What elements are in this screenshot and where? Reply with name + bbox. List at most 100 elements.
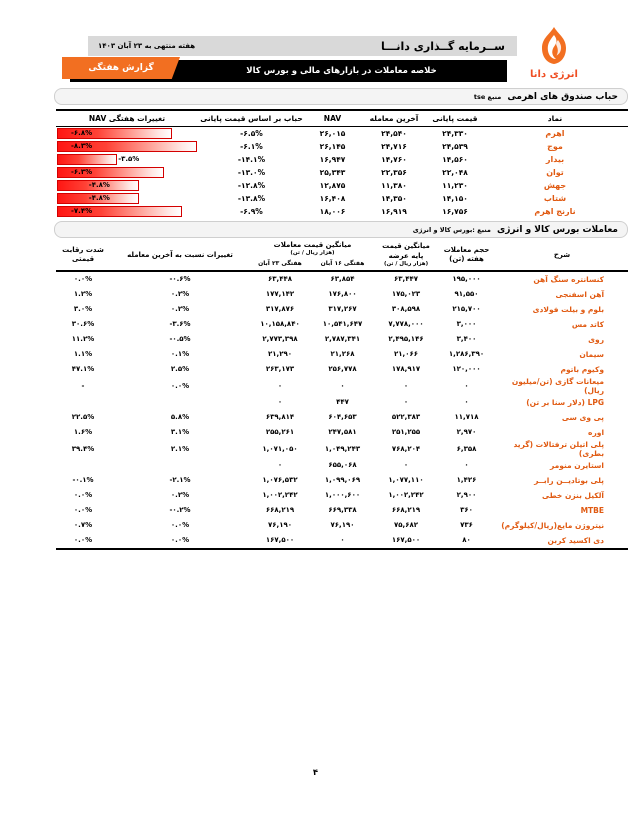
commodity-price-week16: ۲,۷۸۷,۳۴۱ [324,335,361,344]
commodity-change-vs-last: ۰.۰% [170,381,190,390]
commodity-price-week23: ۳۱۷,۸۷۶ [265,305,295,314]
nav-change-value: -۳.۵% [118,155,140,163]
commodity-change-vs-last: -۰.۵% [169,335,191,344]
commodity-change-vs-last [110,395,250,410]
commodity-price-competition: ۱.۶% [73,428,93,437]
fund-close-price: ۱۴,۱۵۰ [442,194,468,203]
commodity-change-vs-last: ۰.۲% [170,290,190,299]
commodity-price-week23: ۶۶۸,۲۱۹ [265,506,295,515]
fund-nav: ۲۵,۳۴۳ [319,168,346,177]
company-logo: انرژی دانا [515,26,593,80]
col-last-trade: آخرین معامله [360,109,428,127]
commodity-name: آلکیل بنزن خطی [542,490,605,500]
nav-change-value: -۶.۸% [71,129,93,137]
commodity-table: شرح حجم معاملات هفته (تن) میانگین قیمت پ… [56,241,629,550]
commodity-price-competition: ۰.۰% [73,275,93,284]
fund-row: شتاب ۱۴,۱۵۰ ۱۴,۳۵۰ ۱۶,۴۰۸ -۱۳.۸% -۴.۸% [56,192,628,205]
commodity-section-title: معاملات بورس کالا و انرژی [496,224,618,235]
commodity-change-vs-last: ۰.۰% [110,532,250,550]
fund-last-trade: ۱۱,۳۸۰ [381,181,407,190]
nav-change-data-bar [57,206,183,217]
fund-bubble-pct: -۱۲.۸% [237,181,266,190]
commodity-row: LPG (دلار سنا بر تن) ۰ ۰ ۴۴۷ ۰ [56,395,628,410]
commodity-price-week23: ۰ [277,381,283,390]
commodity-row: کاتد مس ۳,۰۰۰ ۷,۷۷۸,۰۰۰ ۱۰,۵۴۱,۶۴۷ ۱۰,۱۵… [56,317,628,332]
funds-table-header: نماد قیمت پایانی آخرین معامله NAV حباب ب… [56,109,628,127]
commodity-price-week16: ۶۶۹,۳۳۸ [328,506,357,515]
nav-change-value: -۸.۳% [71,142,93,150]
commodity-price-competition: ۰.۷% [73,521,93,530]
commodity-price-week16: ۶۰۴,۶۵۳ [328,413,357,422]
commodity-change-vs-last: -۲.۱% [169,476,191,485]
commodity-price-week23: ۱,۰۷۶,۵۳۲ [262,476,298,485]
commodity-row: سیمان ۱,۲۸۶,۳۹۰ ۲۱,۰۶۶ ۲۱,۲۶۸ ۲۱,۲۹۰ ۰.۱… [56,347,628,362]
fund-last-trade: ۱۴,۷۶۰ [381,155,407,164]
commodity-name: روی [588,334,605,344]
col-item: شرح [496,241,629,272]
nav-change-data-bar [57,193,139,204]
commodity-price-week23: ۲,۷۷۳,۳۹۸ [262,335,298,344]
commodity-price-competition: ۰.۰% [56,532,110,550]
commodity-table-header: شرح حجم معاملات هفته (تن) میانگین قیمت پ… [56,241,629,272]
commodity-week-volume: ۱,۴۲۶ [456,476,477,485]
col-nav-weekly-change: تغییرات هفتگی NAV [56,109,198,127]
fund-row: اهرم ۲۴,۳۳۰ ۲۴,۵۴۰ ۲۶,۰۱۵ -۶.۵% -۶.۸% [56,127,628,141]
funds-section-title: حباب صندوق های اهرمی [507,91,618,102]
fund-row: موج ۲۴,۵۳۹ ۲۴,۷۱۶ ۲۶,۱۴۵ -۶.۱% -۸.۳% [56,140,628,153]
commodity-week-volume: ۲,۹۰۰ [456,491,477,500]
commodity-change-vs-last: ۰.۰% [170,521,190,530]
commodity-week-volume: ۸۰ [437,532,497,550]
commodity-change-vs-last: ۵.۸% [170,413,190,422]
col-close-price: قیمت پایانی [428,109,482,127]
nav-change-data-bar [57,154,118,165]
company-brand: ســرمایه گــذاری دانـــا [381,39,505,53]
commodity-base-price: ۷۶۸,۲۰۴ [391,444,421,453]
fund-close-price: ۱۴,۵۶۰ [442,155,468,164]
fund-nav: ۱۲,۸۷۵ [319,181,346,190]
nav-change-bar-cell: -۴.۸% [57,180,197,191]
commodity-price-week23: ۶۳,۴۴۸ [267,275,293,284]
commodity-table-body: کنسانتره سنگ آهن ۱۹۵,۰۰۰ ۶۳,۴۴۷ ۶۳,۸۵۴ ۶… [56,271,629,550]
commodity-base-price: ۲۵۱,۲۵۵ [391,428,421,437]
nav-change-data-bar [57,180,139,191]
commodity-base-price: ۱۶۷,۵۰۰ [375,532,438,550]
fund-close-price: ۲۴,۵۳۹ [442,142,468,151]
commodity-name: LPG (دلار سنا بر تن) [526,397,605,407]
commodity-price-competition: ۱.۲% [73,290,93,299]
commodity-section-header: معاملات بورس کالا و انرژی منبع :بورس کال… [54,221,628,238]
commodity-price-competition: ۳۰.۶% [71,320,95,329]
commodity-price-week16: ۴۴۷ [336,398,349,407]
report-date: هفته منتهی به ۲۳ آبان ۱۴۰۳ [98,42,196,50]
commodity-base-price: ۲۱,۰۶۶ [394,350,419,359]
funds-section-source: منبع tse [473,92,502,101]
report-title-banner: خلاصه معاملات در بازارهای مالی و بورس کا… [70,60,507,82]
commodity-name: MTBE [580,505,605,515]
commodity-base-price: ۱,۰۷۷,۱۱۰ [388,476,424,485]
commodity-week-volume: ۱۹۵,۰۰۰ [452,275,481,284]
fund-nav: ۱۶,۴۰۸ [319,194,346,203]
commodity-week-volume: ۳,۰۰۰ [456,320,477,329]
commodity-week-volume: ۳۶۰ [460,506,473,515]
fund-nav: ۱۶,۹۴۷ [319,155,346,164]
commodity-name: بلوم و بیلت فولادی [532,304,605,314]
commodity-name: دی اکسید کربن [496,532,629,550]
commodity-price-week16: ۱,۰۴۹,۲۴۳ [324,444,361,453]
commodity-base-price: ۱,۰۰۲,۲۴۲ [388,491,424,500]
commodity-price-week16: ۱۰,۵۴۱,۶۴۷ [322,320,363,329]
commodity-base-price: ۶۳,۴۴۷ [394,275,419,284]
commodity-week-volume: ۳,۴۰۰ [456,335,477,344]
header-gray-bar: ســرمایه گــذاری دانـــا هفته منتهی به ۲… [88,36,517,56]
commodity-price-week16: ۲۱,۲۶۸ [330,350,355,359]
commodity-price-competition [56,458,110,473]
commodity-row: روی ۳,۴۰۰ ۲,۴۹۵,۱۴۶ ۲,۷۸۷,۳۴۱ ۲,۷۷۳,۳۹۸ … [56,332,628,347]
commodity-name: نیتروژن مایع(ریال/کیلوگرم) [501,520,605,530]
commodity-price-competition: ۳۹.۴% [71,444,95,453]
commodity-base-price: ۵۲۲,۳۸۳ [391,413,421,422]
commodity-base-price: ۰ [403,461,409,470]
nav-change-bar-cell: -۳.۵% [57,154,197,165]
commodity-change-vs-last: ۰.۲% [170,305,190,314]
fund-row: بیدار ۱۴,۵۶۰ ۱۴,۷۶۰ ۱۶,۹۴۷ -۱۴.۱% -۳.۵% [56,153,628,166]
commodity-price-week16: ۱,۰۰۰,۶۰۰ [324,491,361,500]
flame-icon [542,27,566,64]
